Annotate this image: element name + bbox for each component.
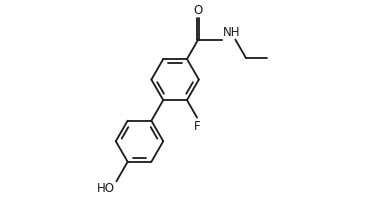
Text: F: F — [194, 120, 200, 133]
Text: O: O — [194, 4, 203, 17]
Text: HO: HO — [97, 182, 115, 195]
Text: NH: NH — [223, 26, 240, 39]
